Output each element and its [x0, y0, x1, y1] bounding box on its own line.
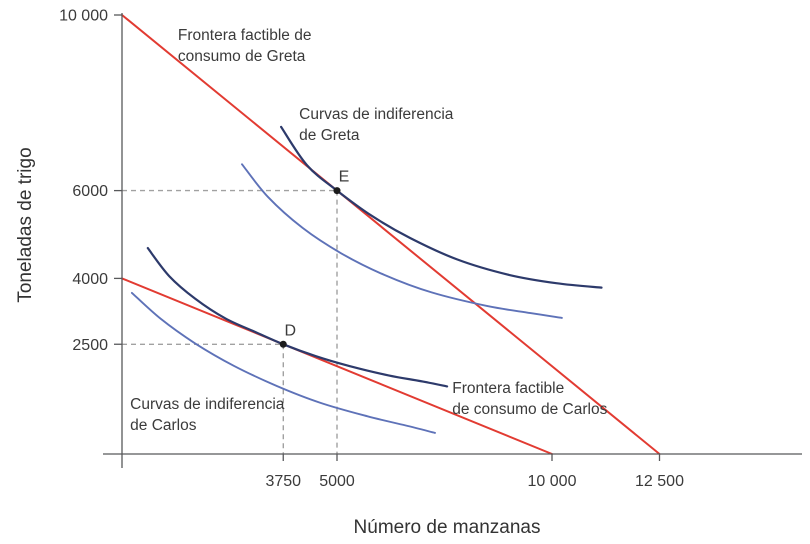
x-tick-label-3750: 3750 [265, 473, 301, 490]
series-indiferencia-greta-baja [241, 163, 563, 319]
curvas-carlos-label-line-2: de Carlos [130, 417, 197, 434]
x-tick-label-12500: 12 500 [635, 473, 684, 490]
y-tick-label-6000: 6000 [72, 183, 108, 200]
point-label-D: D [284, 322, 296, 339]
x-tick-label-5000: 5000 [319, 473, 355, 490]
series-frontera-factible-carlos [121, 277, 553, 455]
frontera-greta-label-line-1: Frontera factible de [178, 27, 312, 44]
curvas-greta-label-line-1: Curvas de indiferencia [299, 106, 454, 123]
frontera-carlos-label-line-1: Frontera factible [452, 380, 564, 397]
frontera-greta-label-line-2: consumo de Greta [178, 48, 306, 65]
guide-D [122, 343, 284, 454]
guide-lines-layer [122, 189, 338, 454]
frontera-carlos-label: Frontera factible de consumo de Carlos [452, 380, 607, 418]
frontera-carlos-label-line-2: de consumo de Carlos [452, 401, 607, 418]
x-tick-label-10000: 10 000 [528, 473, 577, 490]
curvas-greta-label: Curvas de indiferencia de Greta [299, 106, 454, 144]
y-tick-label-10000: 10 000 [59, 8, 108, 25]
guide-E [122, 189, 338, 454]
y-tick-label-4000: 4000 [72, 271, 108, 288]
axes-layer [103, 13, 802, 468]
series-frontera-factible-greta [121, 14, 661, 455]
curves-layer [121, 14, 661, 455]
curvas-carlos-label: Curvas de indiferencia de Carlos [130, 396, 285, 434]
curvas-carlos-label-line-1: Curvas de indiferencia [130, 396, 285, 413]
y-tick-label-2500: 2500 [72, 337, 108, 354]
x-axis-title: Número de manzanas [354, 517, 541, 538]
point-E [333, 187, 341, 195]
point-D [279, 340, 287, 348]
series-indiferencia-carlos-baja [130, 291, 436, 434]
curvas-greta-label-line-2: de Greta [299, 127, 360, 144]
points-layer [279, 187, 341, 348]
series-indiferencia-greta-alta [280, 125, 603, 289]
point-label-E: E [339, 169, 350, 186]
y-axis-title: Toneladas de trigo [15, 147, 36, 302]
series-indiferencia-carlos-alta [146, 247, 449, 388]
annotations-layer: 3750 5000 10 000 12 500 10 000 6000 4000 2500 E D… [59, 8, 684, 491]
frontera-greta-label: Frontera factible de consumo de Greta [178, 27, 312, 65]
